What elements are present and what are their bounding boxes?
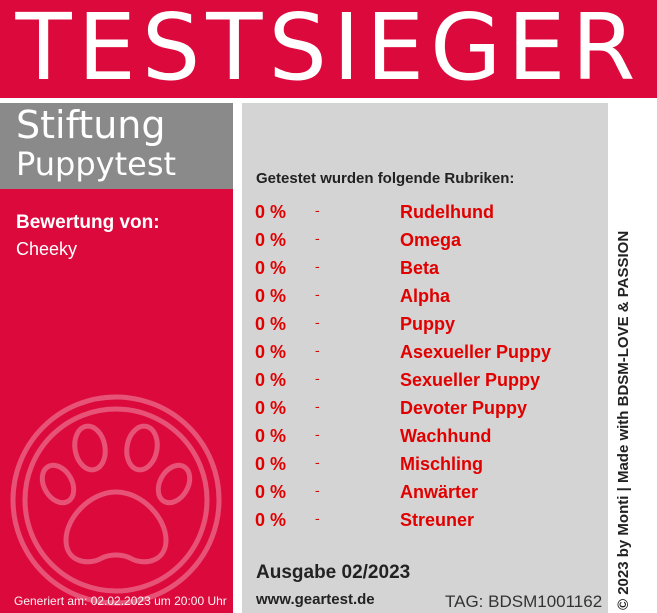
- rubric-percent: 0 %: [255, 314, 287, 334]
- rubric-separator: -: [315, 510, 320, 526]
- rubric-row: 0 % - Omega: [255, 227, 595, 255]
- rubric-separator: -: [315, 286, 320, 302]
- copyright-notice: © 2023 by Monti | Made with BDSM-LOVE & …: [615, 230, 632, 610]
- rubric-row: 0 % - Puppy: [255, 311, 595, 339]
- rubric-row: 0 % - Devoter Puppy: [255, 395, 595, 423]
- rubrics-heading: Getestet wurden folgende Rubriken:: [256, 170, 515, 187]
- rubric-row: 0 % - Streuner: [255, 507, 595, 535]
- rubric-name: Devoter Puppy: [400, 398, 528, 418]
- rubric-separator: -: [315, 202, 320, 218]
- rubric-name: Alpha: [400, 286, 451, 306]
- rubric-name: Wachhund: [400, 426, 492, 446]
- review-label: Bewertung von:: [16, 212, 160, 233]
- rubric-row: 0 % - Mischling: [255, 451, 595, 479]
- generated-timestamp: Generiert am: 02.02.2023 um 20:00 Uhr: [14, 594, 227, 608]
- rubric-name: Omega: [400, 230, 462, 250]
- rubric-name: Anwärter: [400, 482, 479, 502]
- rubric-row: 0 % - Asexueller Puppy: [255, 339, 595, 367]
- rubric-separator: -: [315, 482, 320, 498]
- rubric-separator: -: [315, 230, 320, 246]
- rubric-separator: -: [315, 454, 320, 470]
- rubric-row: 0 % - Sexueller Puppy: [255, 367, 595, 395]
- rubric-name: Puppy: [400, 314, 456, 334]
- rubric-name: Asexueller Puppy: [400, 342, 552, 362]
- organization-box: [0, 103, 233, 189]
- rubric-row: 0 % - Alpha: [255, 283, 595, 311]
- rubric-separator: -: [315, 314, 320, 330]
- paw-icon: [10, 394, 222, 606]
- rubric-separator: -: [315, 398, 320, 414]
- rubric-list: 0 % - Rudelhund 0 % - Omega 0 % - Beta 0…: [255, 199, 595, 535]
- rubric-percent: 0 %: [255, 230, 287, 250]
- rubric-percent: 0 %: [255, 398, 287, 418]
- rubric-row: 0 % - Beta: [255, 255, 595, 283]
- rubric-separator: -: [315, 258, 320, 274]
- reviewer-name: Cheeky: [16, 239, 78, 259]
- rubric-name: Sexueller Puppy: [400, 370, 541, 390]
- rubric-name: Streuner: [400, 510, 475, 530]
- organization-name-line1: Stiftung: [16, 103, 166, 147]
- rubric-percent: 0 %: [255, 370, 287, 390]
- tag-id: TAG: BDSM1001162: [445, 592, 603, 611]
- rubric-row: 0 % - Wachhund: [255, 423, 595, 451]
- website-link[interactable]: www.geartest.de: [256, 591, 375, 608]
- edition-label: Ausgabe 02/2023: [256, 562, 411, 583]
- page-title: TESTSIEGER: [15, 0, 642, 101]
- rubric-percent: 0 %: [255, 286, 287, 306]
- rubric-name: Mischling: [400, 454, 484, 474]
- rubric-percent: 0 %: [255, 342, 287, 362]
- rubric-separator: -: [315, 342, 320, 358]
- rubric-percent: 0 %: [255, 510, 287, 530]
- rubric-separator: -: [315, 426, 320, 442]
- results-panel: [242, 103, 608, 613]
- header-banner: [0, 0, 657, 98]
- rubric-name: Beta: [400, 258, 440, 278]
- rubric-percent: 0 %: [255, 426, 287, 446]
- rubric-percent: 0 %: [255, 482, 287, 502]
- rubric-row: 0 % - Anwärter: [255, 479, 595, 507]
- rubric-percent: 0 %: [255, 202, 287, 222]
- rubric-row: 0 % - Rudelhund: [255, 199, 595, 227]
- organization-name-line2: Puppytest: [16, 145, 177, 183]
- rubric-percent: 0 %: [255, 258, 287, 278]
- rubric-separator: -: [315, 370, 320, 386]
- rubric-name: Rudelhund: [400, 202, 494, 222]
- rubric-percent: 0 %: [255, 454, 287, 474]
